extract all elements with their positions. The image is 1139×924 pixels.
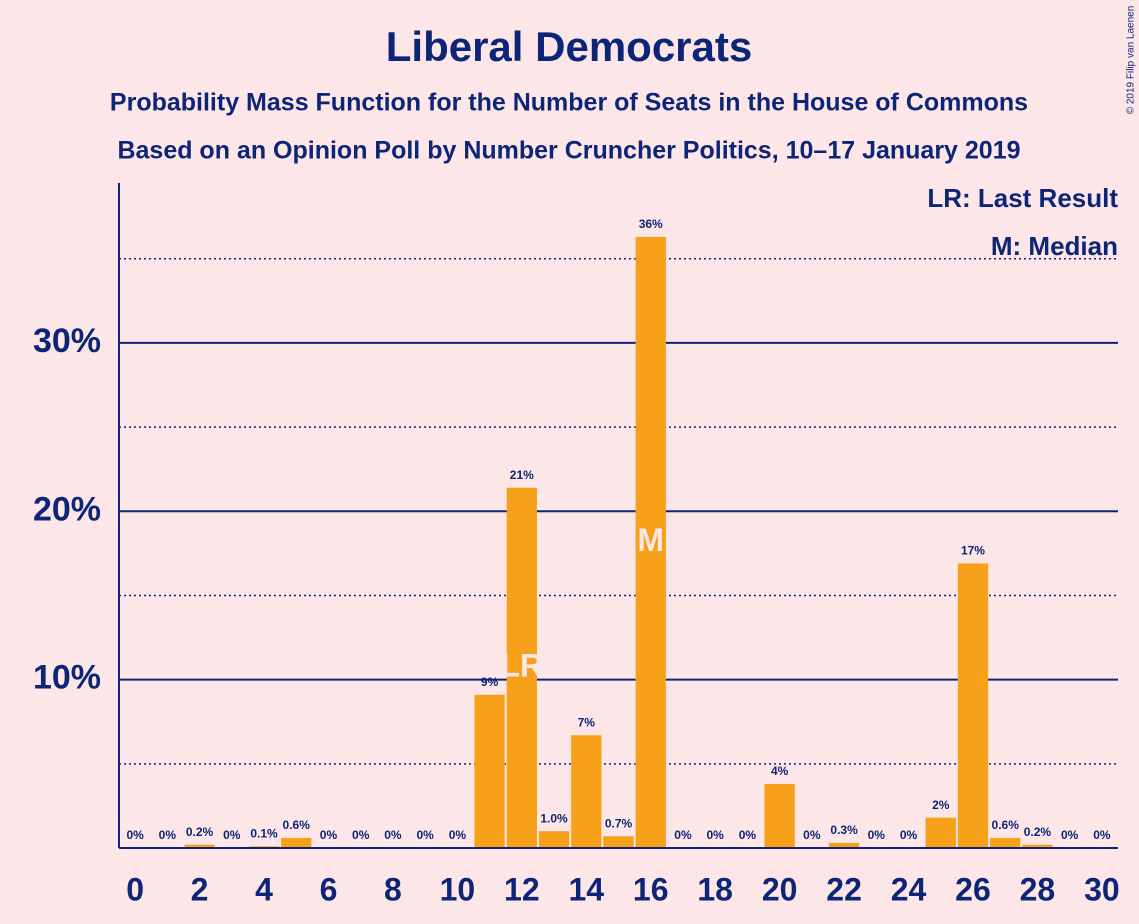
- value-label: 0%: [739, 828, 757, 842]
- x-tick-label: 4: [255, 871, 273, 907]
- x-tick-label: 2: [191, 871, 209, 907]
- bar: [635, 236, 666, 848]
- value-label: 0%: [352, 828, 370, 842]
- value-label: 0.6%: [992, 818, 1020, 832]
- value-label: 0.2%: [186, 825, 214, 839]
- x-tick-label: 24: [891, 871, 927, 907]
- value-label: 0%: [320, 828, 338, 842]
- x-tick-label: 28: [1020, 871, 1056, 907]
- legend-entry: M: Median: [991, 231, 1118, 261]
- x-tick-label: 8: [384, 871, 402, 907]
- bar: [506, 487, 537, 848]
- y-tick-label: 30%: [33, 322, 101, 360]
- bar: [281, 837, 312, 848]
- bar: [990, 837, 1021, 848]
- x-tick-label: 18: [697, 871, 733, 907]
- value-label: 7%: [578, 715, 596, 729]
- x-tick-label: 6: [320, 871, 338, 907]
- value-label: 0%: [126, 828, 144, 842]
- value-label: 0%: [803, 828, 821, 842]
- value-label: 0.6%: [283, 818, 311, 832]
- bar: [957, 563, 989, 848]
- value-label: 1.0%: [540, 811, 568, 825]
- value-label: 0%: [384, 828, 402, 842]
- bar-marker: LR: [500, 647, 543, 683]
- bar: [764, 784, 795, 848]
- bar: [571, 735, 602, 848]
- value-label: 0%: [416, 828, 434, 842]
- chart-subtitle: Based on an Opinion Poll by Number Crunc…: [117, 137, 1020, 165]
- value-label: 21%: [510, 468, 534, 482]
- bar-marker: M: [637, 522, 664, 558]
- bar: [1022, 844, 1053, 848]
- x-tick-label: 0: [126, 871, 144, 907]
- x-tick-label: 26: [955, 871, 991, 907]
- value-label: 0%: [223, 828, 241, 842]
- x-tick-label: 22: [826, 871, 862, 907]
- value-label: 0%: [674, 828, 692, 842]
- chart-subtitle: Probability Mass Function for the Number…: [110, 89, 1028, 117]
- value-label: 9%: [481, 675, 499, 689]
- value-label: 0%: [1061, 828, 1079, 842]
- x-tick-label: 20: [762, 871, 798, 907]
- value-label: 0.2%: [1024, 825, 1052, 839]
- value-label: 4%: [771, 764, 789, 778]
- value-label: 0%: [707, 828, 725, 842]
- x-tick-label: 10: [440, 871, 476, 907]
- x-tick-label: 16: [633, 871, 669, 907]
- value-label: 0%: [449, 828, 467, 842]
- value-label: 36%: [639, 217, 663, 231]
- bar: [925, 817, 956, 848]
- bar: [538, 831, 570, 848]
- bar: [184, 844, 215, 848]
- chart-title: Liberal Democrats: [386, 23, 752, 70]
- legend-entry: LR: Last Result: [927, 183, 1118, 213]
- y-tick-label: 10%: [33, 659, 101, 697]
- copyright: © 2019 Filip van Laenen: [1126, 6, 1137, 115]
- bar: [474, 694, 505, 848]
- value-label: 0.3%: [830, 823, 858, 837]
- value-label: 0.7%: [605, 816, 633, 830]
- value-label: 0%: [159, 828, 177, 842]
- bar: [828, 842, 860, 848]
- bar: [603, 836, 634, 848]
- value-label: 0%: [900, 828, 918, 842]
- x-tick-label: 30: [1084, 871, 1120, 907]
- x-tick-label: 14: [568, 871, 604, 907]
- value-label: 0%: [1093, 828, 1111, 842]
- value-label: 2%: [932, 798, 950, 812]
- value-label: 0%: [868, 828, 886, 842]
- y-tick-label: 20%: [33, 490, 101, 528]
- value-label: 0.1%: [250, 826, 278, 840]
- value-label: 17%: [961, 544, 985, 558]
- x-tick-label: 12: [504, 871, 540, 907]
